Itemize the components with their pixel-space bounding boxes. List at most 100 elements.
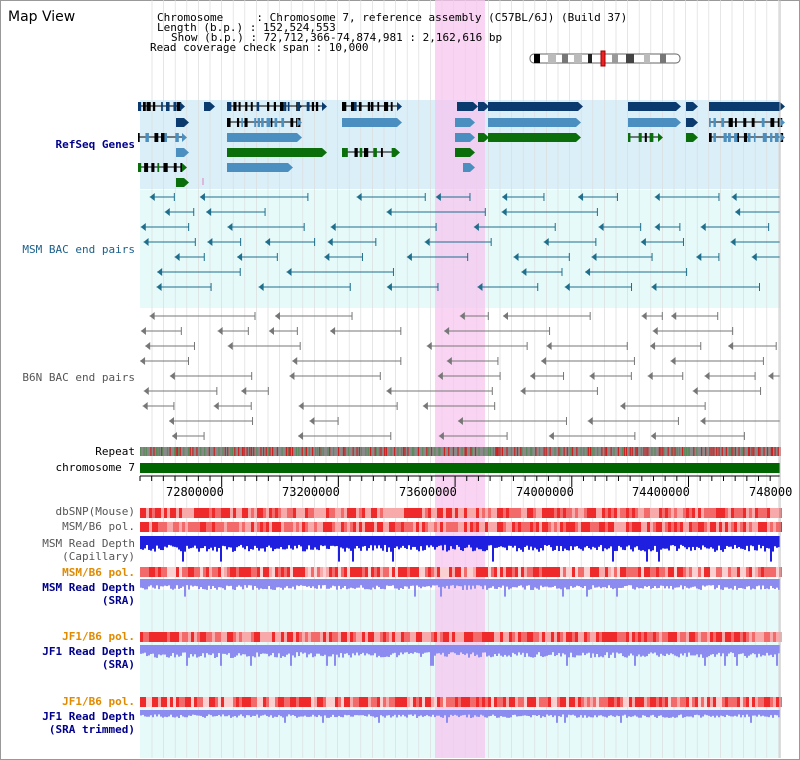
msm-sra-depth-bar [696, 579, 698, 589]
gene-exon [281, 118, 285, 127]
jf1-b6-pol-label-2[interactable]: JF1/B6 pol. [62, 695, 135, 708]
msm-sra-depth-bar [332, 579, 334, 586]
jf1-trimmed-depth-bar [382, 710, 384, 717]
heatmap-tracks[interactable] [140, 508, 782, 707]
msm-sra-depth-bar [574, 579, 576, 588]
polymorphism-cell [317, 508, 320, 518]
jf1-sra-depth-bar [496, 645, 498, 657]
refseq-genes-track[interactable] [138, 102, 785, 187]
refseq-genes-label[interactable]: RefSeq Genes [55, 138, 135, 151]
jf1-trimmed-depth-bar [576, 710, 578, 718]
polymorphism-cell [731, 697, 734, 707]
jf1-trimmed-depth-bar [412, 710, 414, 716]
polymorphism-cell [338, 508, 341, 518]
jf1-trimmed-depth-bar [206, 710, 208, 717]
polymorphism-cell [518, 522, 521, 532]
polymorphism-cell [512, 567, 515, 577]
polymorphism-cell [437, 697, 440, 707]
msm-read-depth-sra-label[interactable]: MSM Read Depth [42, 581, 135, 594]
msm-capillary-depth-bar [736, 536, 738, 549]
dbsnp-label[interactable]: dbSNP(Mouse) [55, 505, 135, 518]
msm-sra-depth-bar [390, 579, 392, 586]
msm-sra-depth-bar [386, 579, 388, 586]
polymorphism-cell [389, 567, 392, 577]
jf1-trimmed-depth-bar [194, 710, 196, 715]
msm-capillary-depth-bar [166, 536, 168, 548]
polymorphism-cell [602, 567, 605, 577]
msm-capillary-depth-bar [172, 536, 174, 547]
jf1-sra-depth-bar [718, 645, 720, 653]
jf1-read-depth-sra-label[interactable]: JF1 Read Depth [42, 645, 135, 658]
polymorphism-cell [584, 522, 587, 532]
polymorphism-cell [497, 632, 500, 642]
jf1-sra-depth-bar [314, 645, 316, 657]
gene-strand-arrow [576, 118, 581, 127]
msm-sra-depth-bar [698, 579, 700, 590]
jf1-b6-pol-label-1[interactable]: JF1/B6 pol. [62, 630, 135, 643]
polymorphism-cell [557, 697, 560, 707]
polymorphism-cell [383, 632, 386, 642]
jf1-trimmed-depth-bar [292, 710, 294, 716]
polymorphism-cell [608, 632, 611, 642]
msm-capillary-depth-bar [396, 536, 398, 547]
polymorphism-cell [215, 508, 218, 518]
polymorphism-cell [482, 567, 485, 577]
msm-read-depth-capillary-label[interactable]: MSM Read Depth [42, 537, 135, 550]
polymorphism-cell [434, 697, 437, 707]
repeat-element [166, 447, 169, 456]
repeat-element [295, 447, 298, 456]
msm-b6-pol-label-2[interactable]: MSM/B6 pol. [62, 566, 135, 579]
polymorphism-cell [650, 632, 653, 642]
repeat-track[interactable] [140, 447, 781, 456]
msm-capillary-depth-bar [706, 536, 708, 549]
msm-sra-depth-bar [376, 579, 378, 586]
polymorphism-cell [659, 697, 662, 707]
jf1-trimmed-depth-bar [210, 710, 212, 716]
b6n-bac-end-pairs-label[interactable]: B6N BAC end pairs [22, 371, 135, 384]
polymorphism-cell [470, 567, 473, 577]
jf1-trimmed-depth-bar [156, 710, 158, 717]
read-depth-tracks[interactable] [140, 536, 780, 723]
msm-capillary-depth-bar [582, 536, 584, 551]
msm-bac-end-pairs-track[interactable] [140, 193, 781, 291]
msm-bac-end-marker [386, 208, 392, 216]
msm-sra-depth-bar [552, 579, 554, 587]
polymorphism-cell [665, 697, 668, 707]
polymorphism-cell [263, 632, 266, 642]
msm-sra-depth-bar [644, 579, 646, 587]
gene-exon [391, 148, 395, 157]
repeat-label[interactable]: Repeat [95, 445, 135, 458]
msm-capillary-depth-bar [352, 536, 354, 562]
polymorphism-cell [605, 632, 608, 642]
chromosome-label[interactable]: chromosome 7 [55, 461, 135, 474]
polymorphism-cell [293, 508, 296, 518]
polymorphism-cell [707, 567, 710, 577]
polymorphism-cell [392, 632, 395, 642]
jf1-read-depth-trimmed-label[interactable]: JF1 Read Depth [42, 710, 135, 723]
polymorphism-cell [479, 522, 482, 532]
msm-capillary-depth-bar [322, 536, 324, 547]
chromosome-ideogram[interactable] [529, 50, 681, 67]
msm-sra-depth-bar [576, 579, 578, 586]
chromosome-bar[interactable] [140, 463, 780, 473]
repeat-element [711, 447, 713, 456]
jf1-sra-depth-bar [480, 645, 482, 657]
polymorphism-cell [584, 567, 587, 577]
jf1-trimmed-depth-bar [630, 710, 632, 717]
msm-sra-depth-bar [436, 579, 438, 586]
msm-bac-end-marker [585, 268, 591, 276]
b6n-bac-end-pairs-track[interactable] [140, 312, 781, 440]
msm-capillary-depth-bar [186, 536, 188, 546]
msm-capillary-depth-bar [204, 536, 206, 547]
msm-b6-pol-label-1[interactable]: MSM/B6 pol. [62, 520, 135, 533]
msm-sra-depth-bar [706, 579, 708, 586]
msm-bac-end-pairs-label[interactable]: MSM BAC end pairs [22, 243, 135, 256]
msm-bac-end-marker [651, 283, 657, 291]
jf1-trimmed-depth-bar [474, 710, 476, 716]
polymorphism-cell [356, 632, 359, 642]
jf1-trimmed-depth-bar [422, 710, 424, 717]
msm-sra-depth-bar [326, 579, 328, 589]
polymorphism-cell [494, 567, 497, 577]
repeat-element [660, 447, 662, 456]
